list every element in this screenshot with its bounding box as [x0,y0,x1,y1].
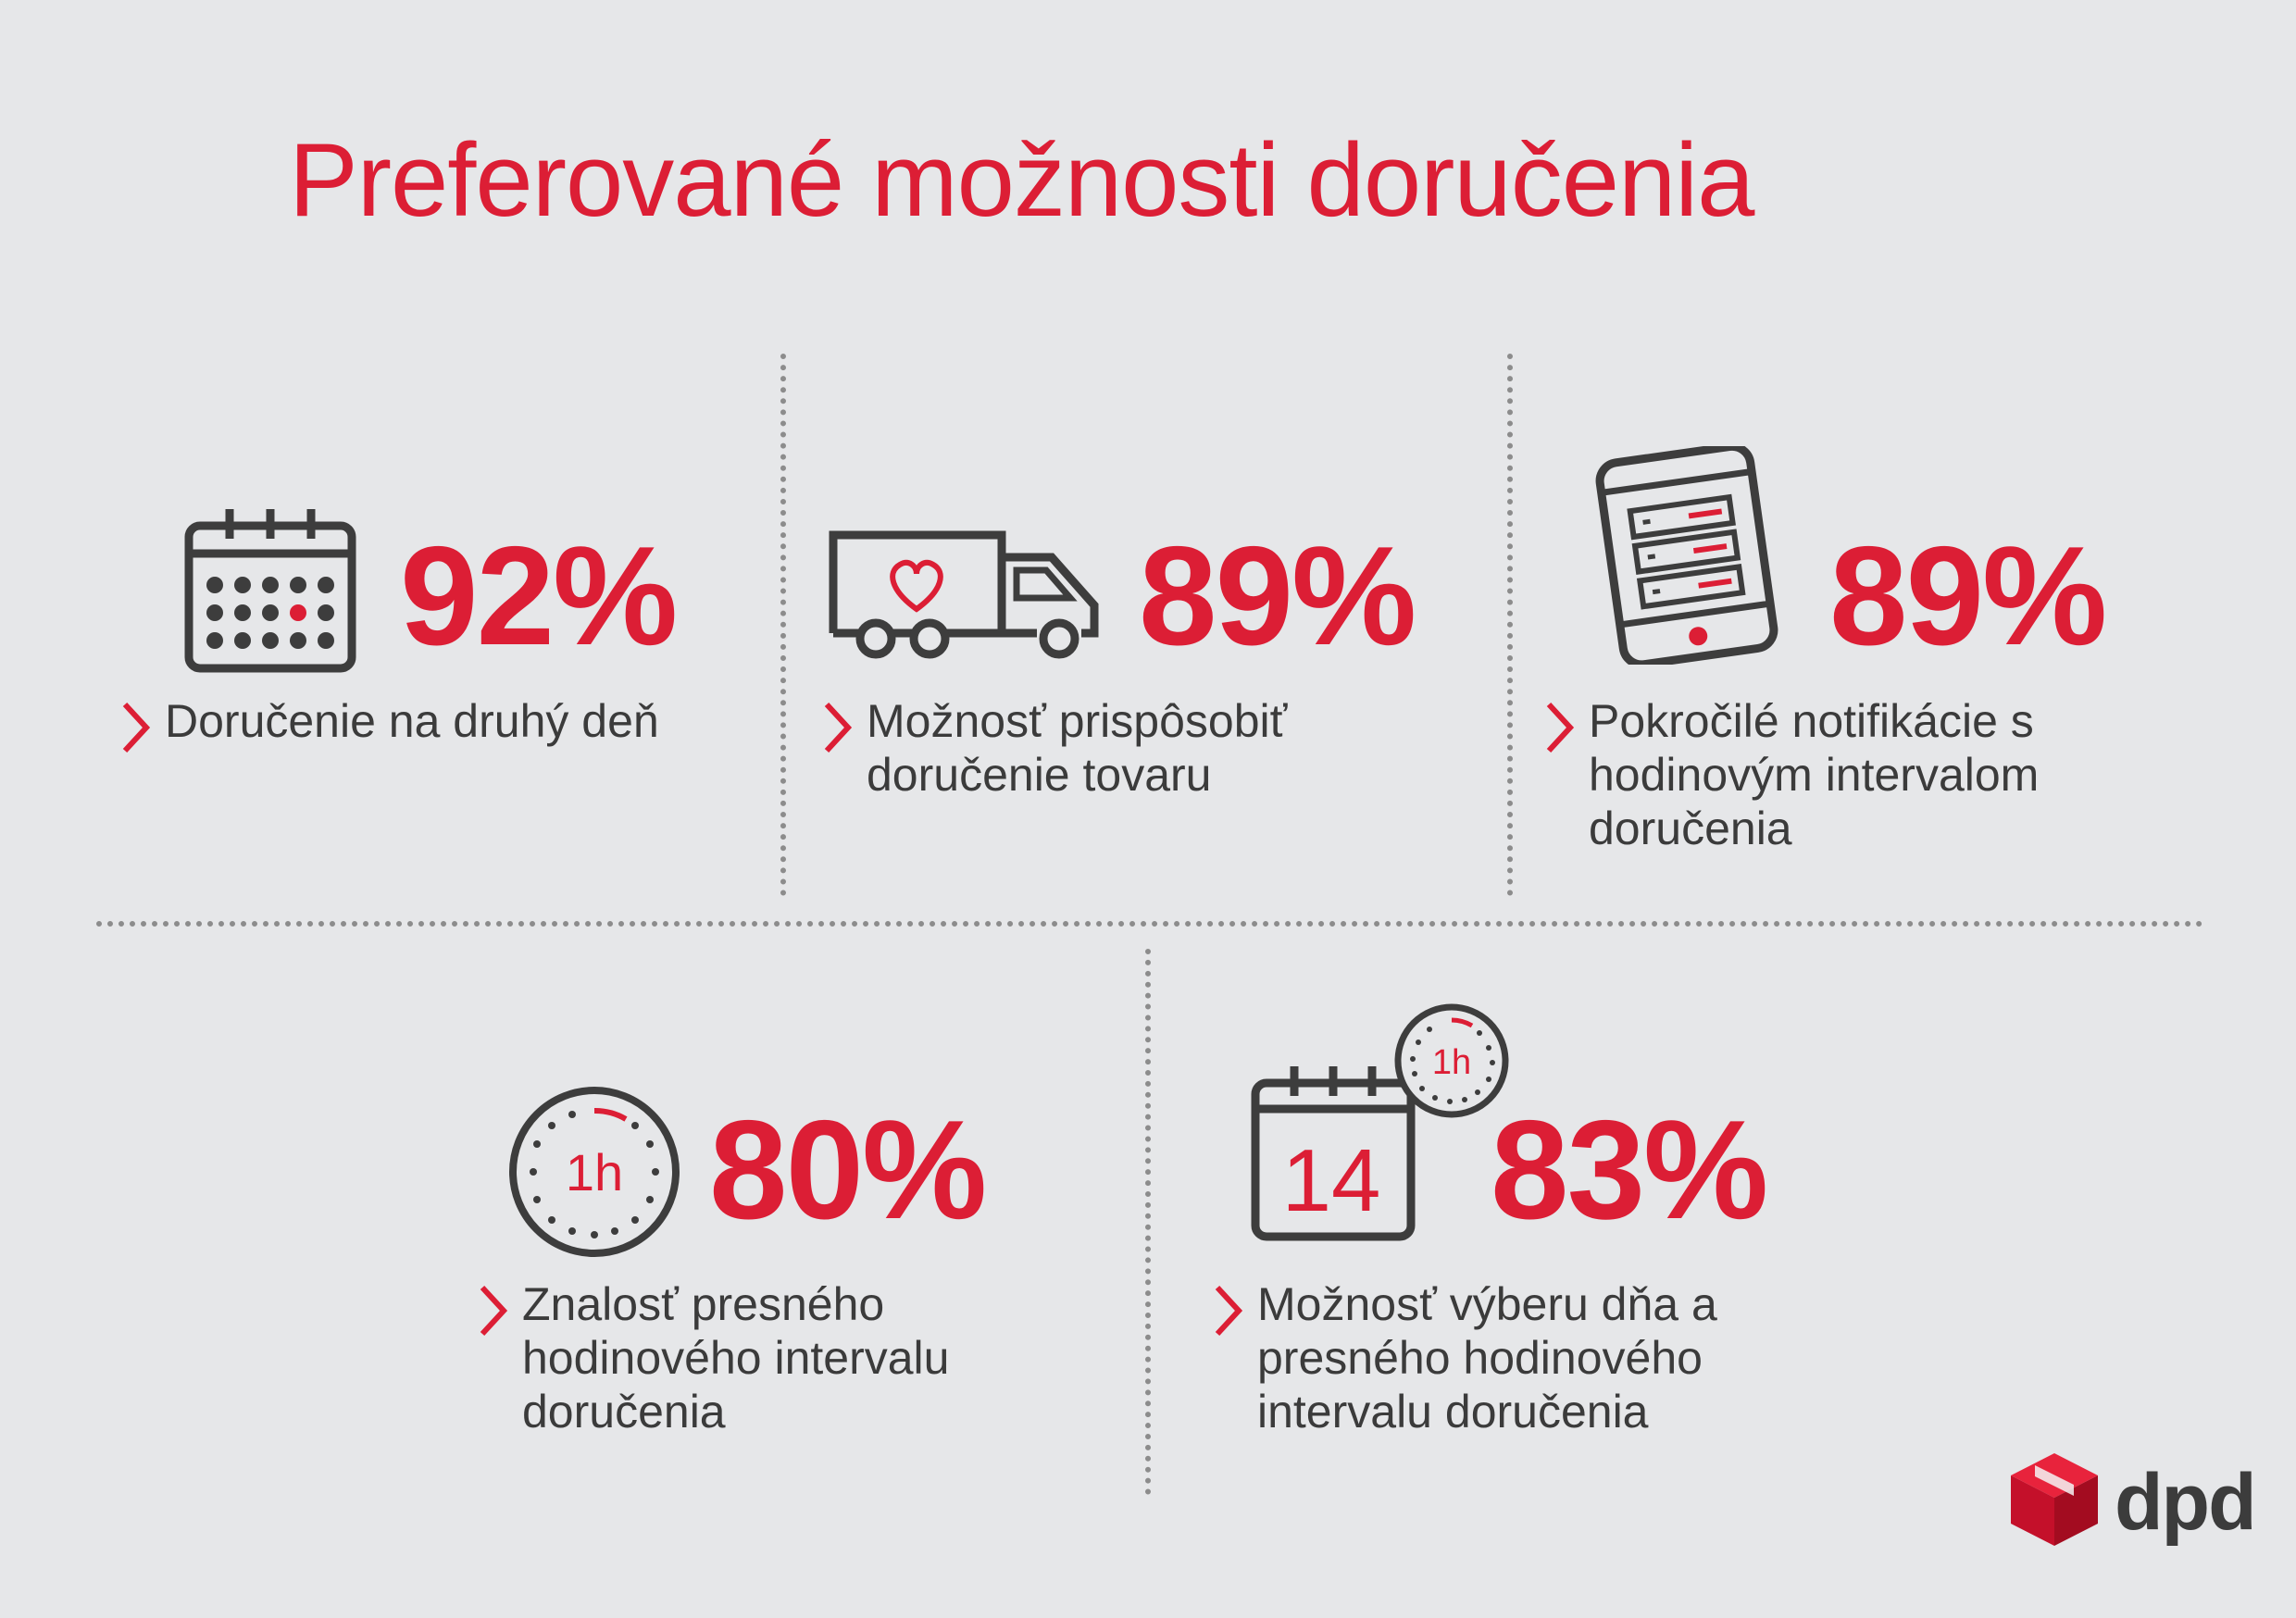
divider-vertical-3 [1145,949,1151,1495]
chevron-right-icon [480,1285,508,1337]
stat-value-customize-delivery: 89% [1139,517,1416,675]
stat-value-notifications: 89% [1829,517,2107,675]
caption-line: doručenia [1589,803,1792,854]
chevron-right-icon [122,702,151,753]
stat-value-day-and-interval: 83% [1491,1091,1768,1249]
calendar-icon [184,509,356,673]
caption-line: presného hodinového [1257,1332,1703,1384]
clock-1h-icon: 1h [509,1087,680,1257]
caption-line: doručenia [522,1386,726,1438]
divider-vertical-2 [1507,354,1513,896]
chevron-right-icon [824,702,853,753]
stat-caption-customize-delivery: Možnosť prispôsobiť doručenie tovaru [822,694,1287,802]
stat-caption-day-and-interval: Možnosť výberu dňa a presného hodinového… [1213,1277,1717,1438]
stat-caption-next-day: Doručenie na druhý deň [120,694,659,753]
clock-label: 1h [1432,1043,1471,1082]
brand-name: dpd [2115,1458,2257,1547]
clock-label: 1h [566,1143,623,1201]
divider-horizontal [96,921,2203,927]
calendar-14-clock-icon: 14 1h [1251,1003,1509,1241]
dpd-cube-logo [2011,1453,2098,1546]
page-title: Preferované možnosti doručenia [289,122,1754,238]
chevron-right-icon [1215,1285,1243,1337]
caption-line: Znalosť presného [522,1278,885,1330]
divider-vertical-1 [780,354,786,896]
phone-notifications-icon [1595,446,1778,665]
caption-line: intervalu doručenia [1257,1386,1649,1438]
caption-line: doručenie tovaru [867,749,1212,801]
stat-value-exact-interval: 80% [709,1091,987,1249]
calendar-day: 14 [1282,1131,1381,1230]
caption-line: hodinovým intervalom [1589,749,2040,801]
stat-value-next-day: 92% [400,517,678,675]
caption-line: Doručenie na druhý deň [165,695,659,747]
chevron-right-icon [1546,702,1575,753]
caption-line: Možnosť prispôsobiť [867,695,1288,747]
stat-caption-notifications: Pokročilé notifikácie s hodinovým interv… [1544,694,2039,855]
caption-line: Pokročilé notifikácie s [1589,695,2034,747]
caption-line: hodinového intervalu [522,1332,950,1384]
truck-heart-icon [829,530,1099,659]
stat-caption-exact-interval: Znalosť presného hodinového intervalu do… [478,1277,949,1438]
caption-line: Možnosť výberu dňa a [1257,1278,1717,1330]
